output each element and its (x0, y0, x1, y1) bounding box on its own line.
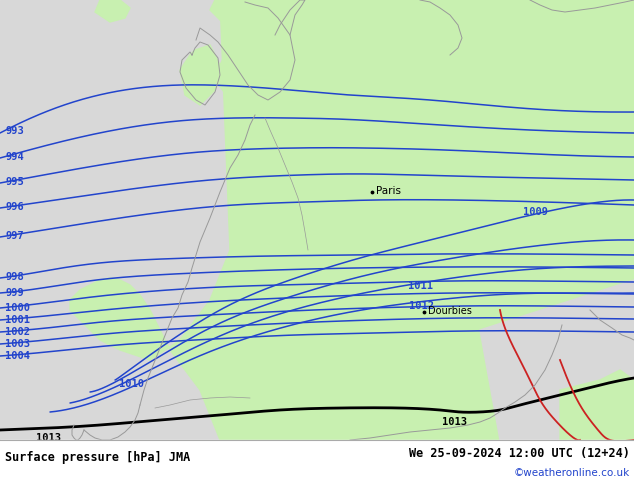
Polygon shape (480, 280, 634, 440)
Text: ©weatheronline.co.uk: ©weatheronline.co.uk (514, 468, 630, 478)
Text: 1009: 1009 (523, 207, 548, 217)
Text: 998: 998 (5, 272, 23, 283)
Text: 1002: 1002 (5, 327, 30, 337)
Text: Surface pressure [hPa] JMA: Surface pressure [hPa] JMA (5, 450, 190, 464)
Text: 1013: 1013 (442, 417, 467, 427)
Text: 997: 997 (5, 231, 23, 241)
Text: 994: 994 (5, 152, 23, 162)
Text: 1001: 1001 (5, 315, 30, 325)
Text: 995: 995 (5, 177, 23, 187)
Text: Dourbies: Dourbies (428, 306, 472, 316)
Text: Paris: Paris (376, 186, 401, 196)
Polygon shape (0, 440, 634, 490)
Text: 1011: 1011 (408, 281, 434, 292)
Polygon shape (210, 0, 240, 25)
Polygon shape (95, 0, 130, 22)
Polygon shape (0, 0, 634, 440)
Text: 1000: 1000 (5, 303, 30, 313)
Polygon shape (180, 45, 220, 105)
Polygon shape (215, 50, 270, 110)
Polygon shape (560, 370, 634, 440)
Text: 1012: 1012 (408, 300, 434, 311)
Text: We 25-09-2024 12:00 UTC (12+24): We 25-09-2024 12:00 UTC (12+24) (409, 446, 630, 460)
Text: 993: 993 (5, 126, 23, 136)
Text: 1004: 1004 (5, 351, 30, 361)
Polygon shape (235, 0, 295, 90)
Text: 996: 996 (5, 202, 23, 213)
Text: 1010: 1010 (119, 379, 144, 389)
Polygon shape (70, 0, 634, 440)
Text: 1003: 1003 (5, 339, 30, 349)
Text: 999: 999 (5, 288, 23, 298)
Text: 1013: 1013 (36, 433, 61, 443)
